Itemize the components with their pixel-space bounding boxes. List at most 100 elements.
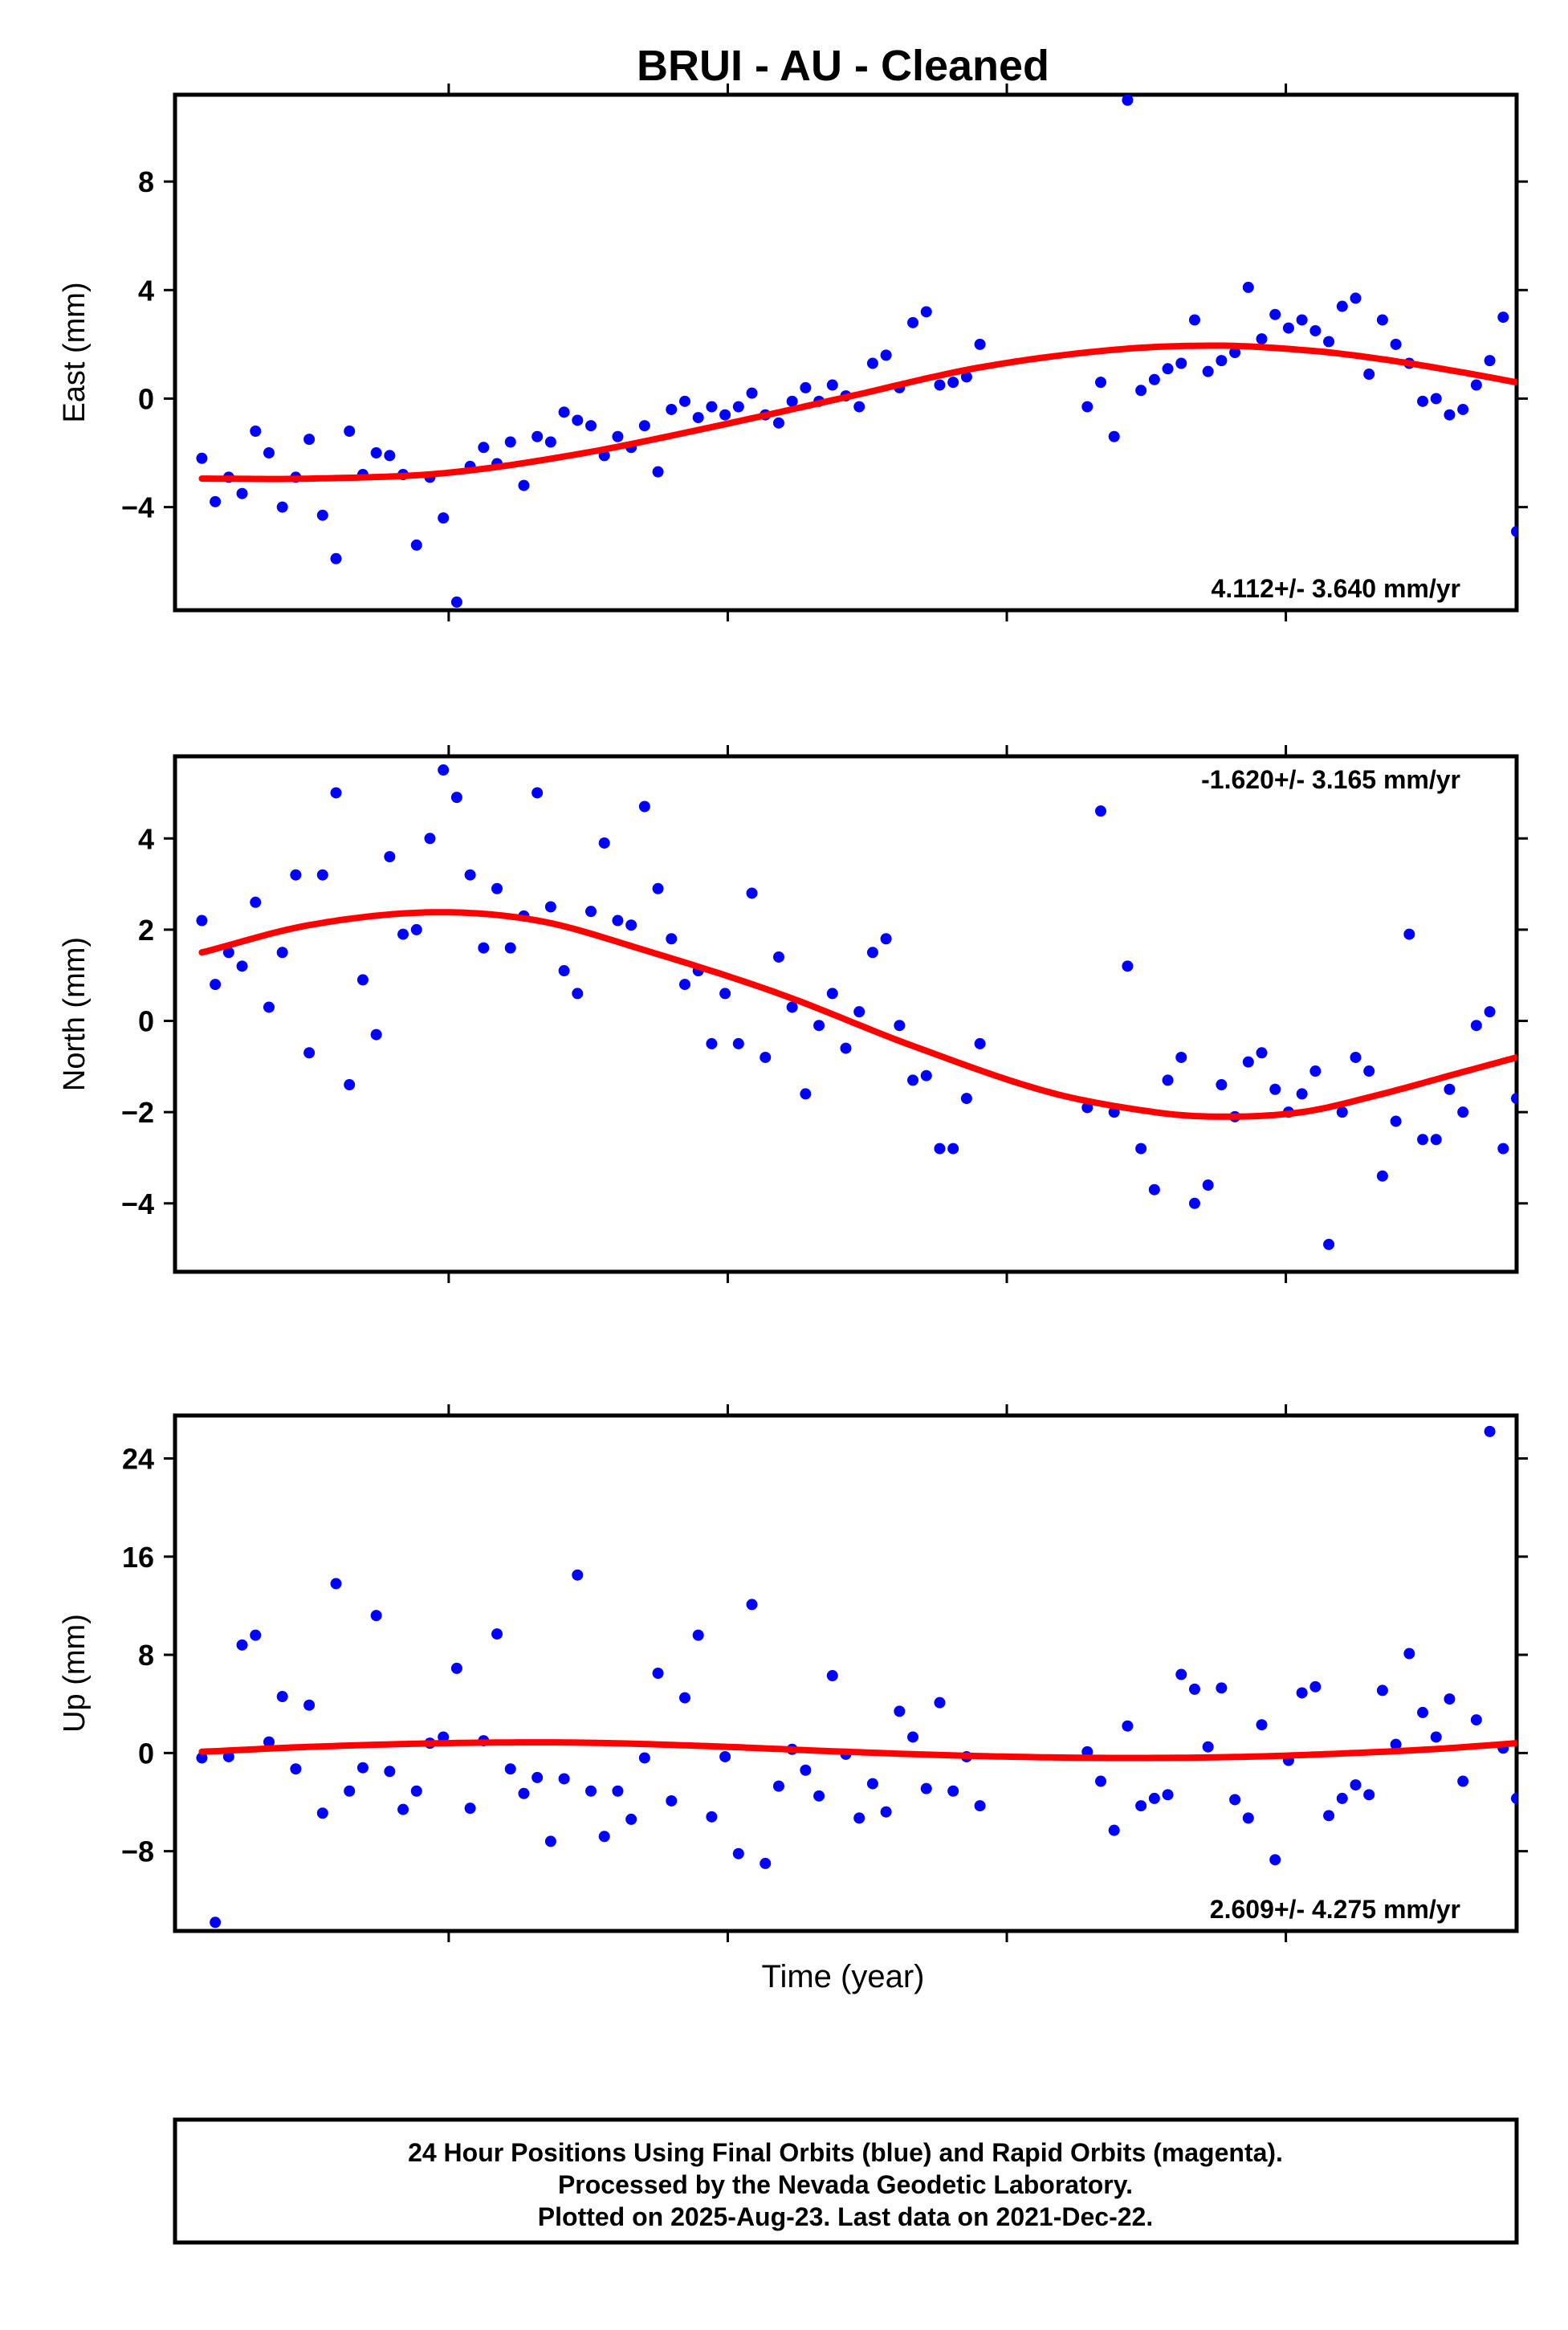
east-data-point — [384, 450, 396, 462]
north-data-point — [344, 1079, 356, 1091]
east-data-point — [1376, 314, 1388, 326]
up-data-point — [760, 1857, 772, 1869]
north-data-point — [1511, 1093, 1517, 1105]
north-ytick-label: −4 — [121, 1187, 154, 1220]
up-data-point — [1350, 1779, 1362, 1791]
up-ytick-label: 16 — [122, 1541, 154, 1574]
north-data-point — [1309, 1065, 1322, 1077]
north-data-point — [1484, 1006, 1496, 1018]
north-data-point — [531, 787, 544, 799]
east-data-point — [1309, 324, 1322, 336]
east-ytick-label: −4 — [121, 491, 154, 524]
east-data-point — [1269, 308, 1281, 320]
east-data-point — [1188, 314, 1200, 326]
up-data-point — [1309, 1680, 1322, 1693]
up-data-point — [907, 1731, 919, 1743]
north-data-point — [732, 1037, 744, 1049]
north-data-point — [196, 914, 208, 927]
up-data-point — [853, 1812, 865, 1824]
north-data-point — [1256, 1047, 1268, 1059]
east-data-point — [853, 401, 865, 413]
north-data-point — [1417, 1134, 1429, 1146]
east-data-point — [1122, 95, 1134, 106]
north-ytick-label: 0 — [138, 1005, 154, 1038]
north-data-point — [572, 988, 584, 1000]
east-data-point — [1350, 292, 1362, 304]
east-data-point — [772, 417, 784, 429]
north-data-point — [585, 906, 597, 918]
north-data-point — [840, 1042, 852, 1054]
east-data-point — [544, 436, 556, 448]
up-data-point — [1162, 1789, 1174, 1801]
east-data-point — [1148, 373, 1160, 385]
east-data-point — [1256, 333, 1268, 345]
up-data-point — [1457, 1775, 1469, 1787]
east-data-point — [1511, 526, 1517, 538]
north-data-point — [424, 833, 436, 845]
north-ytick-label: −2 — [121, 1096, 154, 1129]
up-data-point — [1256, 1719, 1268, 1731]
up-data-point — [330, 1578, 342, 1590]
north-data-point — [800, 1088, 812, 1100]
east-data-point — [612, 430, 624, 442]
east-data-point — [786, 395, 798, 407]
up-data-point — [947, 1785, 959, 1797]
east-data-point — [1470, 379, 1482, 391]
east-data-point — [585, 420, 597, 432]
x-axis-label: Time (year) — [762, 1959, 925, 1994]
up-data-point — [263, 1736, 275, 1748]
east-data-point — [1417, 395, 1429, 407]
up-data-point — [880, 1806, 892, 1818]
east-data-point — [880, 349, 892, 361]
north-ytick-label: 4 — [138, 822, 154, 855]
up-data-point — [1484, 1425, 1496, 1437]
up-data-point — [1202, 1741, 1214, 1753]
up-data-point — [800, 1764, 812, 1776]
east-data-point — [303, 434, 316, 446]
north-data-point — [974, 1037, 986, 1049]
east-data-point — [1323, 336, 1335, 348]
east-ytick-label: 8 — [138, 165, 154, 198]
up-data-point — [1511, 1792, 1517, 1804]
north-data-point — [772, 951, 784, 963]
north-data-point — [1216, 1079, 1228, 1091]
north-fit-curve — [198, 909, 1517, 1120]
up-data-point — [813, 1790, 825, 1802]
up-data-point — [706, 1811, 718, 1823]
east-data-point — [638, 420, 650, 432]
north-data-point — [786, 1001, 798, 1013]
north-y-axis-label: North (mm) — [58, 937, 92, 1091]
east-data-point — [934, 379, 946, 391]
up-data-point — [1363, 1789, 1375, 1801]
north-rate-label: -1.620+/- 3.165 mm/yr — [1201, 765, 1460, 794]
up-data-point — [1094, 1775, 1106, 1787]
up-data-point — [1470, 1714, 1482, 1726]
up-data-point — [1417, 1706, 1429, 1718]
east-data-point — [531, 430, 544, 442]
north-data-point — [356, 974, 369, 986]
north-data-point — [746, 887, 758, 899]
up-data-point — [504, 1763, 516, 1775]
up-data-point — [866, 1778, 878, 1790]
east-data-point — [558, 406, 570, 418]
east-panel: −4 0 4 8 East (mm) 4.112+/- 3.640 mm/yr — [58, 84, 1528, 621]
north-data-point — [222, 947, 234, 959]
north-data-point — [276, 947, 288, 959]
footer-line-2: Processed by the Nevada Geodetic Laborat… — [558, 2170, 1133, 2199]
east-data-point — [1457, 403, 1469, 415]
north-data-point — [1296, 1088, 1308, 1100]
footer-line-3: Plotted on 2025-Aug-23. Last data on 202… — [538, 2202, 1153, 2231]
up-data-point — [1135, 1800, 1147, 1812]
east-data-point — [1296, 314, 1308, 326]
east-data-point — [974, 338, 986, 350]
east-data-point — [1444, 409, 1456, 421]
east-data-point — [478, 442, 490, 454]
east-data-point — [866, 357, 878, 369]
up-data-point — [920, 1782, 932, 1794]
up-ytick-label: 8 — [138, 1639, 154, 1672]
up-data-point — [531, 1771, 544, 1783]
up-data-point — [1376, 1684, 1388, 1697]
east-data-point — [518, 479, 530, 491]
up-data-point — [1148, 1792, 1160, 1804]
